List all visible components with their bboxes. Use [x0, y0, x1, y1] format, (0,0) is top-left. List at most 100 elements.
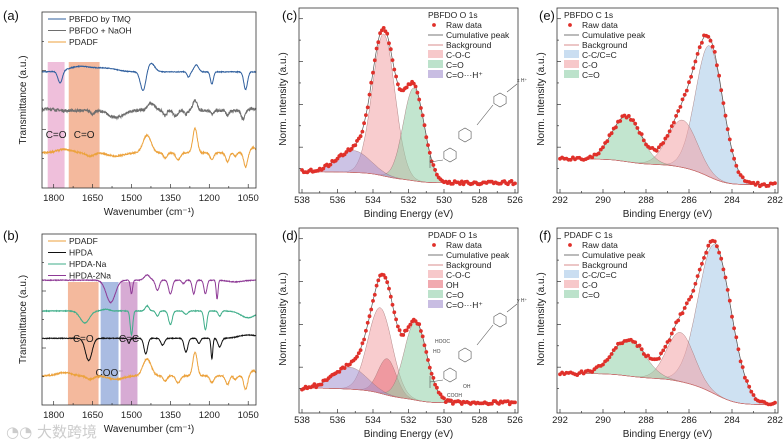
- x-tick-label: 1350: [160, 193, 181, 204]
- raw-data-point: [419, 329, 423, 333]
- watermark-logo: ◔◔ 大数跨境: [6, 423, 97, 441]
- legend-raw-marker: [432, 243, 436, 247]
- raw-data-point: [364, 113, 368, 117]
- y-axis-label: Norm. Intensity (a.u.): [278, 52, 289, 145]
- raw-data-point: [461, 182, 466, 187]
- raw-data-point: [736, 347, 741, 352]
- raw-data-point: [598, 147, 603, 152]
- legend-swatch: [564, 70, 579, 78]
- raw-data-point: [390, 302, 395, 307]
- raw-data-point: [745, 379, 749, 383]
- x-tick-label: 1650: [82, 193, 103, 204]
- raw-data-point: [436, 390, 441, 395]
- raw-data-point: [648, 356, 653, 361]
- raw-data-point: [372, 292, 377, 297]
- legend-swatch: [428, 70, 443, 78]
- y-axis-label: Transmittance (a.u.): [18, 275, 29, 364]
- raw-data-point: [383, 275, 388, 280]
- legend-label: PBFDO + NaOH: [69, 26, 132, 36]
- raw-data-point: [330, 159, 335, 163]
- raw-data-point: [708, 38, 713, 43]
- legend-raw-marker: [432, 23, 436, 27]
- legend-raw-marker: [568, 243, 572, 247]
- legend-title: PDADF O 1s: [428, 230, 477, 240]
- raw-data-point: [663, 136, 668, 141]
- legend-label: HPDA-2Na: [69, 271, 111, 281]
- legend-label: Raw data: [446, 240, 482, 250]
- raw-data-point: [387, 41, 391, 46]
- raw-data-point: [349, 359, 354, 364]
- highlight-band: [47, 62, 65, 188]
- x-tick-label: 282: [767, 195, 783, 206]
- raw-data-point: [717, 250, 721, 255]
- raw-data-point: [426, 143, 430, 148]
- raw-data-point: [730, 148, 734, 153]
- panel-label: (d): [282, 228, 298, 243]
- x-tick-label: 288: [638, 195, 654, 206]
- background-line: [560, 373, 775, 405]
- x-tick-label: 288: [638, 415, 654, 426]
- raw-data-point: [629, 118, 633, 122]
- raw-data-point: [674, 114, 678, 118]
- raw-data-point: [644, 354, 648, 359]
- raw-data-point: [667, 129, 672, 134]
- raw-data-point: [443, 400, 448, 404]
- raw-data-point: [743, 179, 747, 183]
- raw-data-point: [346, 147, 351, 152]
- raw-data-point: [616, 341, 620, 346]
- x-tick-label: 1050: [238, 193, 259, 204]
- raw-data-point: [691, 288, 696, 293]
- x-tick-label: 1350: [160, 410, 181, 421]
- raw-data-point: [365, 320, 370, 325]
- raw-data-point: [435, 385, 439, 390]
- x-tick-label: 1650: [82, 410, 103, 421]
- raw-data-point: [689, 294, 693, 299]
- raw-data-point: [723, 113, 728, 118]
- raw-data-point: [736, 170, 741, 175]
- raw-data-point: [603, 359, 607, 364]
- raw-data-point: [321, 378, 326, 383]
- raw-data-point: [419, 106, 423, 110]
- raw-data-point: [362, 337, 366, 342]
- raw-data-point: [751, 393, 756, 397]
- raw-data-point: [339, 366, 343, 371]
- raw-data-point: [607, 133, 612, 138]
- legend-label: C-O: [582, 60, 598, 70]
- x-axis-label: Binding Energy (eV): [364, 429, 454, 440]
- raw-data-point: [682, 92, 687, 97]
- raw-data-point: [360, 341, 365, 346]
- structure-label: y H⁺: [517, 298, 528, 304]
- series-line: [41, 62, 257, 91]
- raw-data-point: [768, 181, 773, 186]
- raw-data-point: [385, 280, 390, 285]
- panel-label: (b): [3, 228, 19, 243]
- raw-data-point: [678, 105, 683, 109]
- legend-label: OH: [446, 280, 459, 290]
- raw-data-point: [682, 306, 687, 310]
- x-tick-label: 526: [507, 415, 523, 426]
- raw-data-point: [429, 371, 434, 376]
- raw-data-point: [719, 88, 724, 93]
- x-axis-label: Binding Energy (eV): [623, 209, 713, 220]
- series-line: [41, 304, 257, 337]
- legend-label: C-C/C=C: [582, 270, 617, 280]
- legend-label: C-O-C: [446, 270, 471, 280]
- legend-raw-marker: [568, 23, 572, 27]
- raw-data-point: [633, 121, 638, 126]
- x-tick-label: 532: [401, 195, 417, 206]
- raw-data-point: [426, 358, 430, 362]
- raw-data-point: [721, 101, 726, 105]
- raw-data-point: [661, 348, 666, 353]
- raw-data-point: [360, 129, 365, 134]
- band-label: C=O: [74, 130, 95, 141]
- raw-data-point: [753, 397, 758, 401]
- legend-label: Background: [582, 260, 628, 270]
- legend-label: C=O···H⁺: [446, 300, 483, 310]
- raw-data-point: [406, 325, 411, 329]
- raw-data-point: [422, 123, 427, 128]
- raw-data-point: [451, 402, 455, 406]
- raw-data-point: [435, 172, 439, 177]
- structure-label: HOOC: [435, 339, 450, 345]
